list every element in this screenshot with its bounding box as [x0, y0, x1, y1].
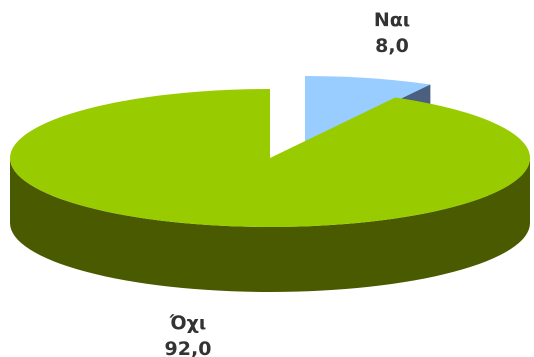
label-ochi-value: 92,0: [165, 338, 212, 357]
label-ochi-name: Όχι: [169, 312, 207, 334]
label-nai-name: Ναι: [374, 9, 410, 31]
pie-tops: [10, 76, 531, 227]
slice-ochi-side: [10, 158, 530, 292]
slice-ochi-top: [10, 89, 531, 227]
label-nai-value: 8,0: [375, 35, 409, 57]
